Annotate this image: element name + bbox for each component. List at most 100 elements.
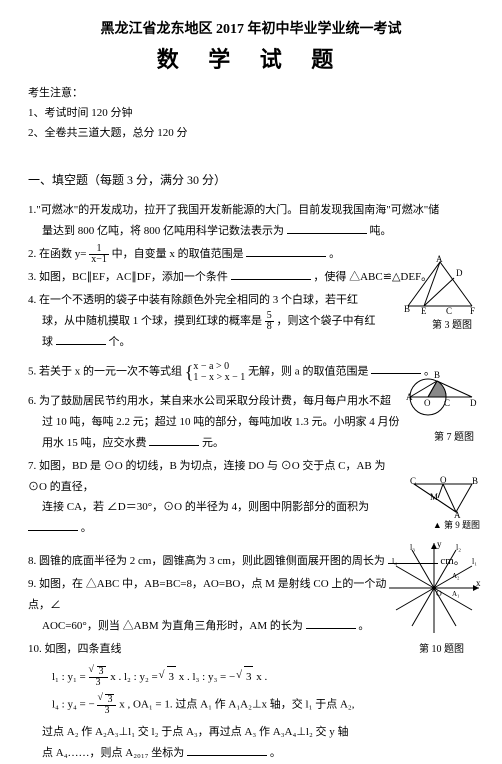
svg-text:l₂: l₂ bbox=[456, 543, 461, 552]
q4-text-b: 球，从中随机摸取 1 个球，摸到红球的概率是 bbox=[28, 315, 262, 327]
q3-text-a: 3. 如图，BC∥EF，AC∥DF，添加一个条件 bbox=[28, 271, 228, 283]
q10-text-b: 过点 A₂ 作 A₂A₃⊥l₁ 交 l₂ 于点 A₃，再过点 A₃ 作 A₃A₄… bbox=[28, 726, 349, 738]
q10-formula-1: l₁ : y₁ = 3 3 x . l₂ : y₂ = 3 x . l₃ : y… bbox=[52, 666, 364, 688]
l4-frac: 3 3 bbox=[97, 694, 116, 716]
q10-blank bbox=[187, 744, 267, 756]
svg-text:E: E bbox=[421, 306, 427, 316]
q1-text-a: 1."可燃冰"的开发成功，拉开了我国开发新能源的大门。目前发现我国南海"可燃冰"… bbox=[28, 204, 439, 216]
exam-province-title: 黑龙江省龙东地区 2017 年初中毕业学业统一考试 bbox=[28, 18, 474, 38]
q2-text-a: 2. 在函数 y= bbox=[28, 248, 86, 260]
svg-text:A: A bbox=[436, 254, 443, 264]
figure-9-caption: ▲ 第 9 题图 bbox=[433, 518, 480, 531]
svg-text:D: D bbox=[456, 268, 463, 278]
q1-text-c: 吨。 bbox=[370, 225, 392, 237]
svg-text:x: x bbox=[476, 578, 481, 588]
q9-blank bbox=[306, 617, 356, 629]
svg-text:O: O bbox=[436, 589, 442, 598]
svg-text:O: O bbox=[424, 398, 431, 408]
q4-text-d: 球 bbox=[28, 336, 53, 348]
l3-end: x . bbox=[256, 671, 267, 683]
svg-text:A: A bbox=[406, 392, 413, 402]
ineq-bot: 1 − x > x − 1 bbox=[193, 372, 245, 383]
l3-lhs: x . l₃ : y₃ = − bbox=[179, 671, 235, 683]
svg-text:A₁: A₁ bbox=[452, 590, 460, 598]
section-1-title: 一、填空题（每题 3 分，满分 30 分） bbox=[28, 171, 474, 188]
l4-den: 3 bbox=[97, 706, 116, 716]
figure-3: A D B E C F bbox=[404, 258, 476, 314]
svg-text:M: M bbox=[430, 492, 438, 502]
q6-text-c: 用水 15 吨，应交水费 bbox=[28, 437, 147, 449]
q6-text-b: 过 10 吨，每吨 2.2 元；超过 10 吨的部分，每吨加收 1.3 元。小明… bbox=[28, 416, 400, 428]
q4-fraction: 5 8 bbox=[265, 311, 274, 332]
exam-subject-title: 数 学 试 题 bbox=[28, 42, 474, 74]
svg-text:C: C bbox=[446, 306, 452, 316]
svg-text:B: B bbox=[404, 304, 410, 314]
q6-text-d: 元。 bbox=[202, 437, 224, 449]
q4-frac-den: 8 bbox=[265, 322, 274, 332]
q1-blank bbox=[287, 222, 367, 234]
q7-blank bbox=[28, 519, 78, 531]
l1-lhs: l₁ : y₁ = bbox=[52, 671, 86, 683]
q4-text-c: ，则这个袋子中有红 bbox=[277, 315, 376, 327]
notice-line1: 1、考试时间 120 分钟 bbox=[28, 104, 474, 124]
notice-block: 考生注意： 1、考试时间 120 分钟 2、全卷共三道大题，总分 120 分 bbox=[28, 84, 474, 143]
notice-line2: 2、全卷共三道大题，总分 120 分 bbox=[28, 124, 474, 144]
q9-text-a: 9. 如图，在 △ABC 中，AB=BC=8，AO=BO，点 M 是射线 CO … bbox=[28, 578, 386, 611]
q10-text-c: 点 A₄……，则点 A₂₀₁₇ 坐标为 bbox=[28, 747, 184, 759]
q2-blank bbox=[246, 245, 326, 257]
figure-3-caption: 第 3 题图 bbox=[432, 316, 472, 331]
svg-text:l₄: l₄ bbox=[392, 557, 397, 566]
ineq-top: x − a > 0 bbox=[193, 361, 229, 372]
notice-head: 考生注意： bbox=[28, 84, 474, 104]
l1-rad: 3 bbox=[97, 666, 106, 677]
l3-rad: 3 bbox=[244, 666, 254, 688]
l2-rad: 3 bbox=[167, 666, 177, 688]
q4-text-e: 个。 bbox=[109, 336, 131, 348]
svg-text:F: F bbox=[470, 306, 475, 316]
brace-icon: { bbox=[185, 362, 194, 382]
q5-text-a: 5. 若关于 x 的一元一次不等式组 bbox=[28, 365, 182, 377]
svg-text:l₁: l₁ bbox=[472, 557, 477, 566]
q10-text-d: 。 bbox=[270, 747, 281, 759]
q10-text-a: 10. 如图，四条直线 bbox=[28, 643, 122, 655]
figure-10-caption: 第 10 题图 bbox=[419, 640, 464, 655]
q3-blank bbox=[231, 268, 311, 280]
q5-text-b: 无解，则 a 的取值范围是 bbox=[248, 365, 368, 377]
svg-text:C: C bbox=[410, 476, 416, 486]
svg-text:y: y bbox=[437, 539, 442, 549]
q2-fraction: 1 x−1 bbox=[89, 244, 109, 265]
l4-rad: 3 bbox=[105, 694, 114, 705]
svg-text:O: O bbox=[440, 475, 447, 485]
figure-7: B A O C D bbox=[406, 370, 478, 424]
l1-den: 3 bbox=[89, 678, 108, 688]
q2-text-c: 。 bbox=[329, 248, 340, 260]
q2-frac-den: x−1 bbox=[89, 255, 109, 265]
svg-text:A₂: A₂ bbox=[452, 572, 460, 580]
svg-text:B: B bbox=[472, 476, 478, 486]
q9-text-b: AOC=60°，则当 △ABM 为直角三角形时，AM 的长为 bbox=[28, 620, 303, 632]
svg-text:C: C bbox=[444, 398, 450, 408]
q2-text-b: 中，自变量 x 的取值范围是 bbox=[112, 248, 244, 260]
question-1: 1."可燃冰"的开发成功，拉开了我国开发新能源的大门。目前发现我国南海"可燃冰"… bbox=[28, 200, 474, 242]
svg-text:D: D bbox=[470, 398, 477, 408]
q7-text-c: 。 bbox=[81, 522, 92, 534]
figure-9: C B O M A bbox=[408, 478, 478, 518]
q4-blank bbox=[56, 333, 106, 345]
q6-text-a: 6. 为了鼓励居民节约用水，某自来水公司采取分段计费，每月每户用水不超 bbox=[28, 395, 391, 407]
figure-10: x y O l₁ l₂ l₃ l₄ A₁ A₂ bbox=[384, 538, 484, 638]
q6-blank bbox=[149, 434, 199, 446]
q10-formula-2: l₄ : y₄ = − 3 3 x , OA₁ = 1. 过点 A₁ 作 A₁A… bbox=[52, 694, 364, 716]
q7-text-a: 7. 如图，BD 是 ⊙O 的切线，B 为切点，连接 DO 与 ⊙O 交于点 C… bbox=[28, 460, 386, 493]
svg-text:B: B bbox=[434, 370, 440, 380]
l2-lhs: x . l₂ : y₂ = bbox=[110, 671, 158, 683]
q9-text-c: 。 bbox=[358, 620, 369, 632]
l4-lhs: l₄ : y₄ = − bbox=[52, 699, 95, 711]
q4-text-a: 4. 在一个不透明的袋子中装有除颜色外完全相同的 3 个白球，若干红 bbox=[28, 294, 358, 306]
figure-7-caption: 第 7 题图 bbox=[434, 428, 474, 443]
q7-text-b: 连接 CA，若 ∠D＝30°，⊙O 的半径为 4，则图中阴影部分的面积为 bbox=[28, 501, 369, 513]
l4-end: x , OA₁ = 1. 过点 A₁ 作 A₁A₂⊥x 轴，交 l₁ 于点 A₂… bbox=[119, 699, 354, 711]
question-10: 10. 如图，四条直线 l₁ : y₁ = 3 3 x . l₂ : y₂ = … bbox=[28, 639, 474, 764]
svg-text:l₃: l₃ bbox=[410, 543, 415, 552]
q8-text-a: 8. 圆锥的底面半径为 2 cm，圆锥高为 3 cm，则此圆锥侧面展开图的周长为 bbox=[28, 555, 385, 567]
q1-text-b: 量达到 800 亿吨，将 800 亿吨用科学记数法表示为 bbox=[28, 225, 284, 237]
